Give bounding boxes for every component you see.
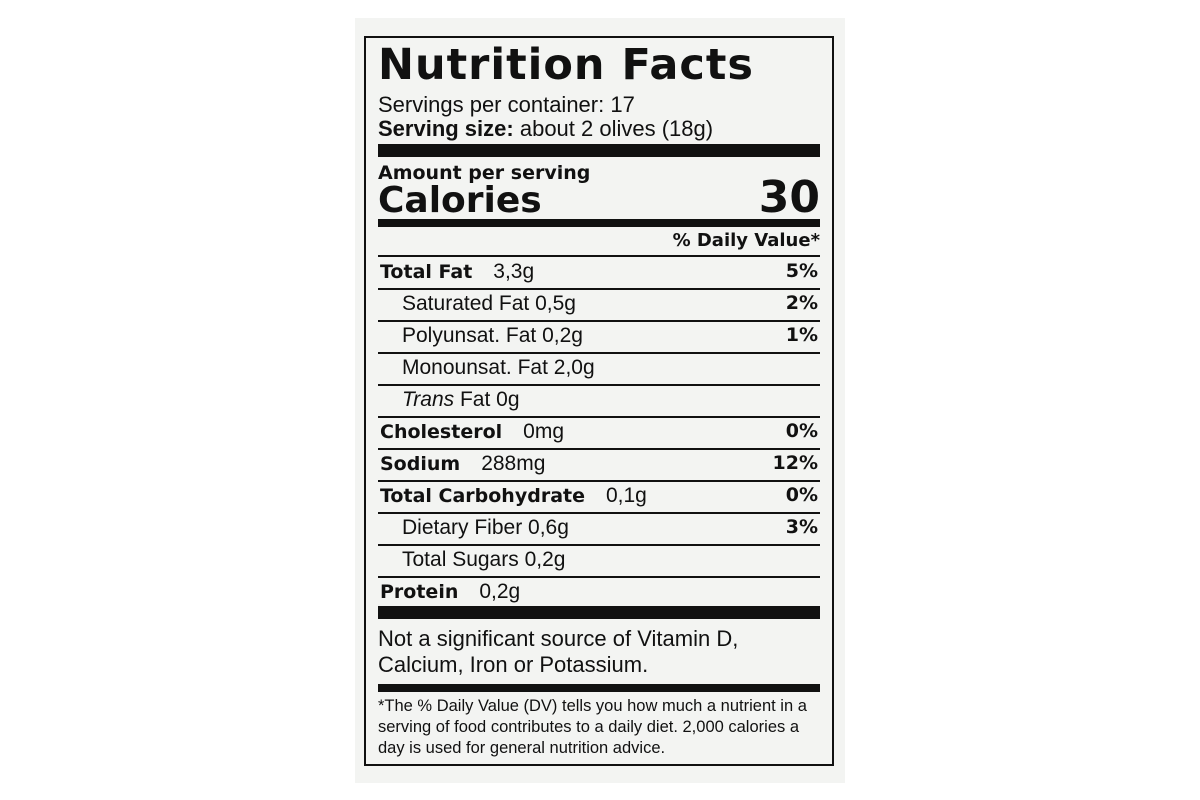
nutrient-row: Cholesterol 0mg 0% <box>378 417 820 450</box>
nutrient-name: Sodium 288mg <box>380 452 545 476</box>
nutrient-label: Sodium <box>380 453 461 475</box>
nutrient-name: Cholesterol 0mg <box>380 420 564 444</box>
thick-divider <box>378 606 820 619</box>
nutrient-amount: 288mg <box>481 452 546 475</box>
servings-per-container: Servings per container: 17 <box>378 92 635 117</box>
nutrient-label: Polyunsat. Fat <box>402 324 537 347</box>
footnote: *The % Daily Value (DV) tells you how mu… <box>378 697 807 757</box>
nutrient-amount: 0,1g <box>605 484 647 507</box>
daily-value-header: % Daily Value* <box>672 230 820 251</box>
nutrient-name: Dietary Fiber 0,6g <box>402 516 569 540</box>
nutrient-row: Trans Fat 0g <box>378 385 820 418</box>
nutrient-row: Polyunsat. Fat 0,2g 1% <box>378 321 820 354</box>
nutrient-amount: 0,2g <box>542 324 583 347</box>
nutrient-daily-value: 5% <box>785 260 818 282</box>
vitamin-note: Not a significant source of Vitamin D, C… <box>378 626 739 677</box>
medium-divider <box>378 219 820 227</box>
nutrient-label: Saturated Fat <box>402 292 530 315</box>
nutrient-amount: 2,0g <box>553 356 595 379</box>
serving-size-value: about 2 olives (18g) <box>519 116 714 141</box>
nutrient-label: Protein <box>380 581 459 603</box>
nutrient-label-suffix: Fat <box>459 388 491 411</box>
nutrient-name: Total Carbohydrate 0,1g <box>380 484 647 508</box>
thin-divider <box>378 255 820 257</box>
nutrient-label: Trans <box>402 388 455 411</box>
calories-value: 30 <box>758 172 820 223</box>
nutrient-name: Trans Fat 0g <box>402 388 520 412</box>
nutrient-name: Total Fat 3,3g <box>380 260 534 284</box>
nutrient-amount: 0,6g <box>528 516 569 539</box>
medium-divider <box>378 684 820 692</box>
nutrition-facts-label: Nutrition Facts Servings per container: … <box>364 36 834 766</box>
amount-per-serving: Amount per serving <box>378 162 591 184</box>
nutrient-amount: 3,3g <box>493 260 535 283</box>
thick-divider <box>378 144 820 157</box>
nutrient-daily-value: 0% <box>785 484 818 506</box>
nutrient-amount: 0,2g <box>524 548 566 571</box>
nutrient-daily-value: 12% <box>772 452 818 474</box>
nutrient-amount: 0,5g <box>535 292 576 315</box>
nutrient-row: Protein 0,2g <box>378 577 820 608</box>
nutrient-amount: 0,2g <box>479 580 521 603</box>
nutrient-label: Dietary Fiber <box>402 516 523 539</box>
label-title: Nutrition Facts <box>378 40 755 90</box>
serving-size-label: Serving size: <box>378 116 514 141</box>
nutrient-daily-value: 2% <box>785 292 818 314</box>
nutrient-label: Total Carbohydrate <box>380 485 585 507</box>
nutrient-name: Monounsat. Fat 2,0g <box>402 356 595 380</box>
nutrient-label: Monounsat. Fat <box>402 356 548 379</box>
nutrient-row: Dietary Fiber 0,6g 3% <box>378 513 820 546</box>
nutrient-label: Total Sugars <box>402 548 519 571</box>
nutrient-daily-value: 1% <box>785 324 818 346</box>
nutrient-daily-value: 3% <box>785 516 818 538</box>
nutrient-amount: 0mg <box>523 420 564 443</box>
nutrient-row: Total Carbohydrate 0,1g 0% <box>378 481 820 514</box>
nutrient-row: Total Fat 3,3g 5% <box>378 257 820 290</box>
nutrient-name: Total Sugars 0,2g <box>402 548 565 572</box>
nutrient-row: Total Sugars 0,2g <box>378 545 820 578</box>
serving-size: Serving size: about 2 olives (18g) <box>378 116 820 142</box>
nutrient-daily-value: 0% <box>785 420 818 442</box>
nutrient-amount: 0g <box>496 388 520 411</box>
nutrient-name: Saturated Fat 0,5g <box>402 292 576 316</box>
nutrient-name: Polyunsat. Fat 0,2g <box>402 324 583 348</box>
calories-label: Calories <box>378 180 542 221</box>
nutrient-label: Total Fat <box>380 261 473 283</box>
nutrient-label: Cholesterol <box>380 421 503 443</box>
nutrient-row: Monounsat. Fat 2,0g <box>378 353 820 386</box>
nutrient-name: Protein 0,2g <box>380 580 520 604</box>
nutrient-row: Sodium 288mg 12% <box>378 449 820 482</box>
nutrient-row: Saturated Fat 0,5g 2% <box>378 289 820 322</box>
